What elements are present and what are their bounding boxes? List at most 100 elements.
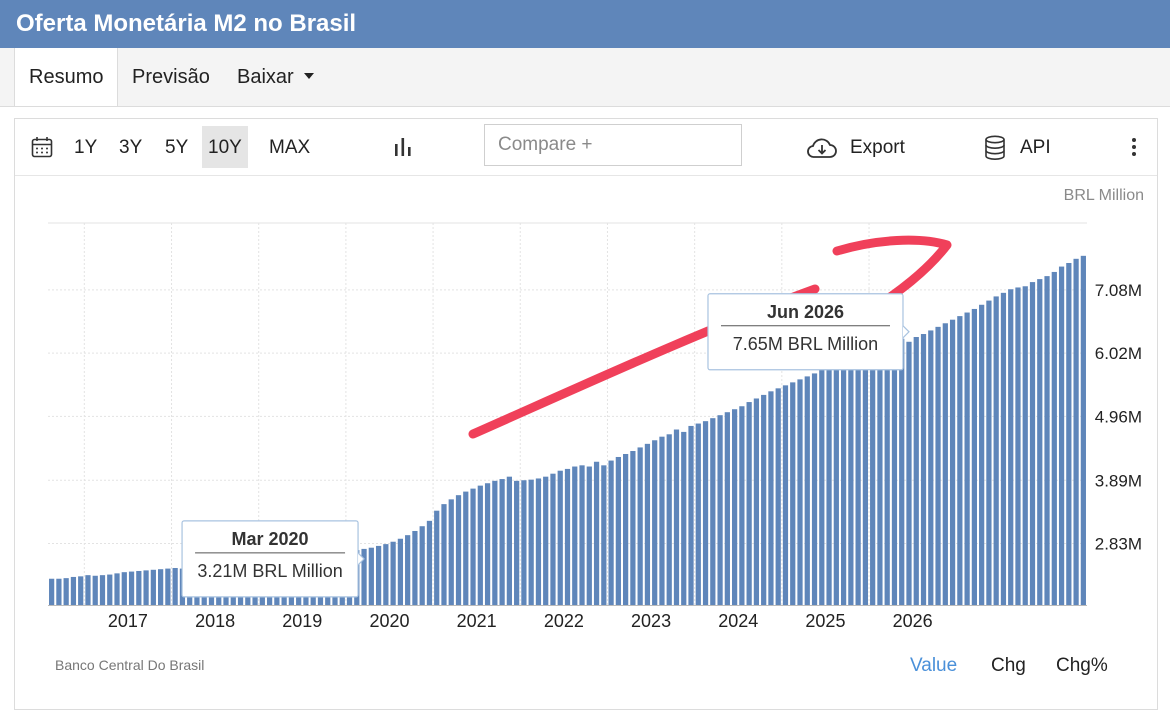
range-3y[interactable]: 3Y [119, 137, 143, 158]
bar[interactable] [920, 334, 927, 605]
bar[interactable] [114, 573, 120, 605]
api-button[interactable]: API [1020, 137, 1051, 158]
bar[interactable] [143, 570, 149, 605]
view-tab-value[interactable]: Value [910, 655, 958, 676]
bar[interactable] [499, 479, 505, 605]
bar[interactable] [644, 443, 651, 605]
bar[interactable] [506, 476, 512, 605]
bar[interactable] [673, 429, 680, 605]
bar[interactable] [790, 382, 796, 605]
bar[interactable] [913, 337, 919, 605]
bar[interactable] [172, 567, 178, 605]
bar[interactable] [405, 535, 411, 605]
bar[interactable] [136, 570, 142, 605]
bar[interactable] [746, 402, 752, 605]
bar[interactable] [884, 347, 890, 605]
bar[interactable] [637, 447, 643, 605]
bar[interactable] [652, 440, 658, 605]
bar[interactable] [1066, 262, 1072, 605]
bar[interactable] [49, 578, 55, 605]
bar[interactable] [768, 391, 774, 605]
bar[interactable] [470, 488, 476, 605]
bar[interactable] [964, 312, 970, 605]
bar[interactable] [870, 353, 876, 605]
bar[interactable] [731, 409, 738, 605]
bar[interactable] [70, 576, 77, 605]
bar[interactable] [557, 470, 563, 605]
bar[interactable] [935, 326, 941, 605]
bar[interactable] [99, 575, 106, 605]
bar[interactable] [761, 394, 767, 605]
bar[interactable] [979, 304, 985, 605]
bar[interactable] [724, 412, 730, 605]
bar[interactable] [56, 578, 62, 605]
bar[interactable] [426, 520, 433, 605]
bar[interactable] [412, 530, 418, 605]
bar[interactable] [390, 541, 396, 605]
bar[interactable] [753, 398, 760, 605]
bar[interactable] [1080, 255, 1086, 605]
range-5y[interactable]: 5Y [165, 137, 189, 158]
tab-previsao[interactable]: Previsão [132, 66, 210, 88]
bar[interactable] [601, 465, 607, 605]
database-icon[interactable] [984, 135, 1006, 161]
bar[interactable] [383, 544, 389, 605]
bar[interactable] [514, 480, 520, 605]
bar[interactable] [535, 478, 542, 605]
bar[interactable] [1015, 287, 1021, 605]
bar[interactable] [891, 343, 898, 605]
view-tab-chg[interactable]: Chg [991, 655, 1026, 676]
bar[interactable] [1037, 279, 1043, 605]
bar[interactable] [848, 360, 854, 605]
bar[interactable] [993, 296, 999, 605]
bar[interactable] [840, 362, 847, 605]
bar[interactable] [681, 431, 687, 605]
bar[interactable] [608, 460, 614, 605]
compare-input[interactable]: Compare + [484, 124, 742, 166]
bar[interactable] [1029, 282, 1036, 605]
bar-chart-icon[interactable] [393, 137, 413, 157]
bar[interactable] [1073, 258, 1079, 605]
bar[interactable] [564, 468, 571, 605]
bar[interactable] [826, 367, 832, 605]
bar[interactable] [928, 330, 934, 605]
bar[interactable] [615, 456, 621, 605]
range-10y[interactable]: 10Y [202, 126, 248, 168]
bar[interactable] [92, 575, 98, 605]
bar[interactable] [986, 300, 992, 605]
export-button[interactable]: Export [850, 137, 905, 158]
bar[interactable] [855, 357, 861, 605]
bar[interactable] [702, 421, 709, 605]
bar[interactable] [833, 365, 839, 605]
bar[interactable] [85, 575, 91, 605]
tab-baixar[interactable]: Baixar [237, 48, 314, 106]
bar[interactable] [688, 425, 694, 605]
bar[interactable] [623, 453, 629, 605]
bar[interactable] [659, 436, 665, 605]
bar[interactable] [397, 538, 404, 605]
bar[interactable] [579, 465, 585, 605]
bar[interactable] [630, 451, 636, 605]
range-1y[interactable]: 1Y [74, 137, 98, 158]
view-tab-chg-pct[interactable]: Chg% [1056, 655, 1108, 676]
bar[interactable] [63, 578, 69, 605]
bar[interactable] [455, 495, 462, 605]
bar[interactable] [150, 569, 156, 605]
bar[interactable] [1044, 276, 1050, 605]
bar[interactable] [899, 338, 905, 605]
bar[interactable] [128, 571, 135, 605]
bar[interactable] [942, 323, 948, 605]
bar[interactable] [361, 548, 367, 605]
bar[interactable] [819, 369, 825, 605]
tab-resumo[interactable]: Resumo [14, 48, 119, 106]
bar[interactable] [971, 308, 977, 605]
bar[interactable] [1000, 292, 1007, 605]
bar[interactable] [121, 572, 127, 605]
bar[interactable] [550, 473, 556, 605]
bar[interactable] [368, 547, 374, 605]
bar[interactable] [695, 423, 701, 605]
bar[interactable] [797, 379, 803, 605]
cloud-download-icon[interactable] [806, 137, 838, 159]
bar[interactable] [775, 388, 781, 605]
bar[interactable] [1008, 289, 1014, 605]
